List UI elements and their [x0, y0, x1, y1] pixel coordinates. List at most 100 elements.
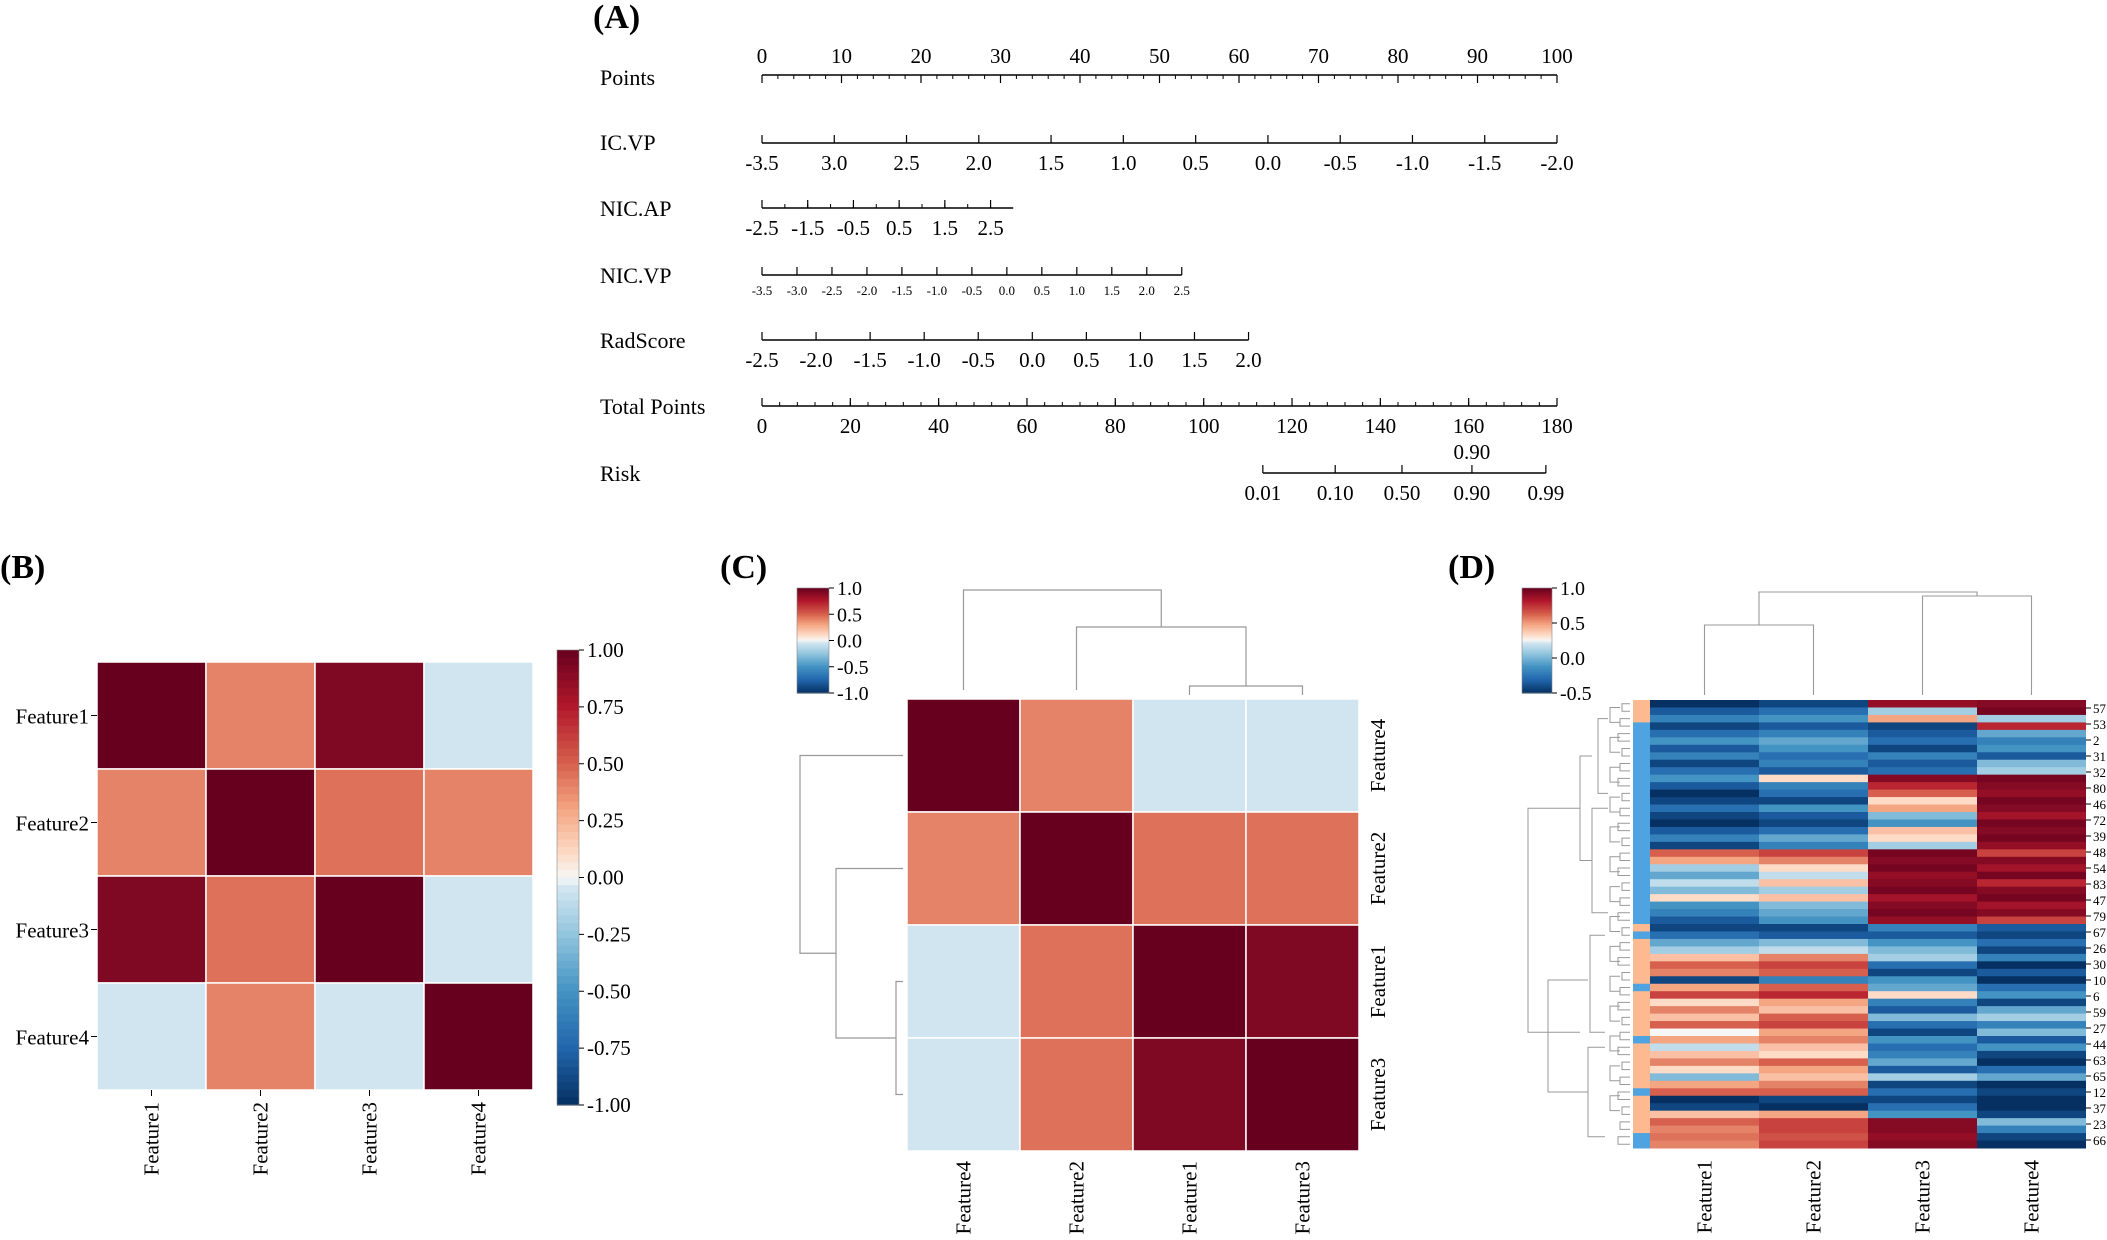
colorbar-segment: [797, 624, 829, 628]
clustermap-cell: [1977, 1050, 2086, 1059]
tick-label: 30: [990, 44, 1011, 68]
clustermap-cell: [1650, 812, 1759, 820]
clustermap-cell: [1977, 729, 2086, 738]
clustermap-cell: [1759, 789, 1868, 798]
colorbar-segment: [1522, 638, 1552, 642]
heatmap-cell: [423, 982, 534, 1091]
colorbar-segment: [1522, 677, 1552, 680]
row-color-strip: [1633, 737, 1650, 746]
colorbar-tick-label: 0.00: [587, 866, 624, 890]
clustermap-cell: [1759, 1021, 1868, 1030]
clustermap-cell: [1650, 782, 1759, 791]
clustermap-cell: [1759, 1095, 1868, 1104]
colorbar-segment: [557, 854, 579, 863]
row-color-strip: [1633, 983, 1650, 992]
heatmap-cell: [314, 768, 425, 877]
clustermap-cell: [1759, 1065, 1868, 1074]
colorbar-segment: [797, 588, 829, 591]
clustermap-cell: [1650, 998, 1759, 1007]
clustermap-cell: [1977, 968, 2086, 977]
clustermap-cell: [1650, 744, 1759, 753]
clustermap-cell: [1977, 789, 2086, 798]
clustermap-cell: [1759, 983, 1868, 992]
clustermap-cell: [1977, 782, 2086, 791]
heatmap-cell: [96, 982, 207, 1091]
colorbar-segment: [557, 1021, 579, 1030]
clustermap-cell: [1650, 849, 1759, 858]
colorbar-segment: [797, 589, 829, 593]
dendrogram-branch: [1579, 755, 1592, 862]
clustermap-cell: [1977, 1021, 2086, 1030]
clustermap-cell: [1868, 856, 1977, 865]
row-label: 66: [2093, 1133, 2107, 1148]
col-label: Feature2: [249, 1102, 273, 1175]
nomogram-row-label: RadScore: [600, 328, 686, 353]
clustermap-cell: [1245, 698, 1360, 813]
tick-label: 1.0: [1110, 151, 1136, 175]
tick-label: 0.5: [886, 216, 912, 240]
colorbar-segment: [557, 869, 579, 879]
dendrogram-branch: [1617, 867, 1630, 876]
clustermap-cell: [1977, 1118, 2086, 1127]
clustermap-cell: [1759, 1073, 1868, 1082]
clustermap-cell: [1759, 1058, 1868, 1067]
clustermap-cell: [1868, 916, 1977, 925]
colorbar-segment: [1522, 621, 1552, 624]
clustermap-cell: [1868, 909, 1977, 918]
colorbar-tick-label: -0.5: [837, 657, 869, 679]
tick-label: -2.0: [799, 348, 832, 372]
clustermap-cell: [1977, 1080, 2086, 1089]
row-label: 32: [2093, 765, 2106, 780]
tick-label: 0.99: [1527, 481, 1564, 505]
colorbar-segment: [557, 665, 579, 674]
clustermap-cell: [906, 1037, 1021, 1152]
colorbar-segment: [797, 631, 829, 635]
clustermap-c: Feature4 Feature2 Feature1 Feature3 Feature4…: [796, 578, 1390, 1234]
clustermap-cell: [1759, 916, 1868, 925]
tick-label: 0.5: [1183, 151, 1209, 175]
tick-label: -0.5: [1324, 151, 1357, 175]
clustermap-cell: [1650, 714, 1759, 723]
row-color-strip: [1633, 782, 1650, 791]
row-color-strip: [1633, 804, 1650, 813]
colorbar-border: [796, 587, 830, 694]
dendrogram-branch: [1609, 826, 1620, 843]
clustermap-d: 5753231328046723948548347796726301065927…: [1521, 578, 2107, 1233]
clustermap-cell: [1868, 774, 1977, 783]
colorbar-segment: [557, 778, 579, 788]
row-color-strip: [1633, 953, 1650, 962]
clustermap-cell: [1868, 976, 1977, 985]
row-color-strip: [1633, 879, 1650, 888]
clustermap-cell: [1650, 1110, 1759, 1119]
colorbar-tick-label: -0.50: [587, 979, 631, 1003]
row-label: 37: [2093, 1101, 2107, 1116]
colorbar-segment: [1522, 658, 1552, 661]
colorbar-segment: [797, 609, 829, 612]
clustermap-cell: [1977, 998, 2086, 1007]
clustermap-cell: [1650, 946, 1759, 955]
colorbar-segment: [797, 661, 829, 664]
colorbar-tick-label: -0.25: [587, 922, 631, 946]
row-label: 23: [2093, 1117, 2106, 1132]
dendrogram-branch: [799, 754, 903, 954]
clustermap-cell: [1759, 804, 1868, 813]
row-color-strip: [1633, 916, 1650, 925]
clustermap-cell: [1759, 752, 1868, 761]
clustermap-cell: [1977, 1028, 2086, 1037]
clustermap-cell: [1759, 1103, 1868, 1112]
tick-label: 1.5: [1038, 151, 1064, 175]
clustermap-cell: [1650, 961, 1759, 970]
clustermap-cell: [1868, 1080, 1977, 1089]
clustermap-cell: [1650, 1021, 1759, 1030]
colorbar-segment: [557, 771, 579, 780]
clustermap-cell: [1650, 1088, 1759, 1097]
colorbar-segment: [1522, 619, 1552, 622]
clustermap-cell: [1977, 819, 2086, 828]
dendrogram-branch: [1621, 792, 1630, 802]
row-color-strip: [1633, 961, 1650, 970]
clustermap-cell: [1759, 767, 1868, 776]
row-color-strip: [1633, 774, 1650, 783]
clustermap-cell: [1977, 714, 2086, 723]
clustermap-cell: [1868, 714, 1977, 723]
col-label: Feature3: [358, 1102, 382, 1175]
